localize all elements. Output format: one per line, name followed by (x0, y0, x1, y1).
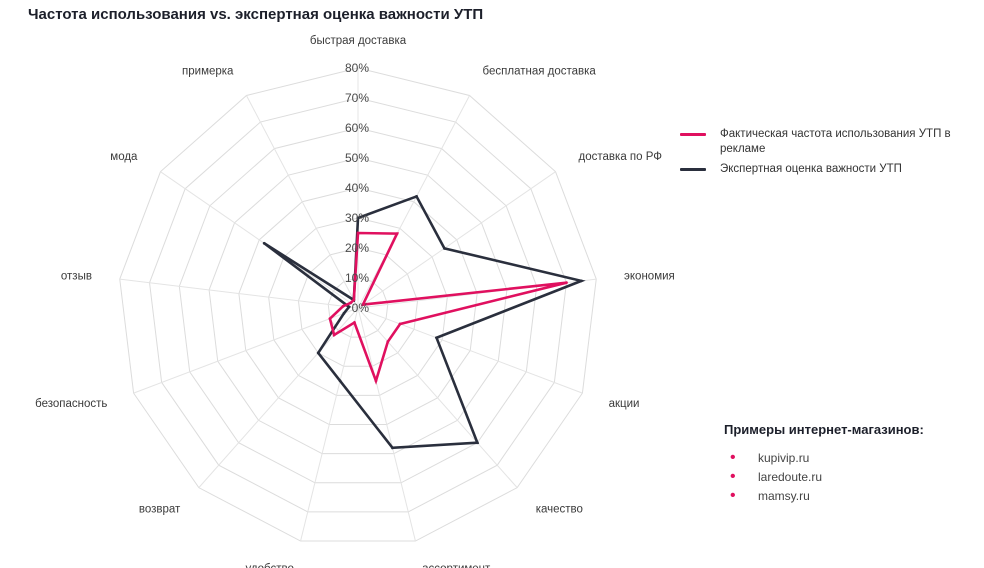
data-point (579, 279, 583, 283)
data-point (356, 231, 360, 235)
legend-item-frequency[interactable]: Фактическая частота использования УТП в … (680, 127, 980, 157)
example-label: mamsy.ru (758, 489, 810, 503)
axis-label: экономия (624, 271, 675, 283)
data-point (391, 446, 394, 450)
data-point (342, 311, 346, 315)
data-point (338, 379, 342, 383)
example-item: • mamsy.ru (724, 487, 924, 504)
axis-spoke (357, 307, 518, 488)
axis-spoke (357, 171, 556, 309)
bullet-icon: • (730, 468, 736, 485)
example-item: • kupivip.ru (724, 449, 924, 466)
axis-label: возврат (139, 504, 181, 516)
axis-spoke (133, 307, 359, 394)
axis-label: качество (536, 504, 583, 516)
grid-ring (238, 187, 478, 426)
tick-label: 50% (345, 151, 369, 165)
chart-title: Частота использования vs. экспертная оце… (28, 6, 484, 23)
tick-label: 60% (345, 121, 369, 135)
data-point (347, 305, 351, 309)
examples-list: • kupivip.ru • laredoute.ru • mamsy.ru (724, 449, 924, 504)
data-point (386, 340, 390, 344)
grid-ring (297, 247, 419, 367)
axis-spoke (357, 307, 416, 542)
example-label: kupivip.ru (758, 451, 810, 465)
legend-item-expert[interactable]: Экспертная оценка важности УТП (680, 162, 980, 177)
data-point (415, 195, 418, 198)
example-item: • laredoute.ru (724, 468, 924, 485)
grid-ring (178, 127, 538, 484)
axis-spoke (198, 307, 359, 488)
axis-spoke (246, 95, 359, 309)
data-point (398, 322, 402, 326)
data-point (352, 298, 356, 302)
tick-label: 80% (345, 61, 369, 75)
axis-label: акции (609, 398, 640, 410)
grid-ring (149, 97, 567, 513)
axis-label: безопасность (35, 398, 107, 410)
legend-swatch-expert (680, 168, 706, 171)
data-point (353, 321, 356, 324)
axis-spoke (357, 95, 470, 309)
axis-label: быстрая доставка (310, 35, 407, 47)
radar-axis-labels: быстрая доставка бесплатная доставка доста… (35, 35, 675, 568)
radar-series (262, 194, 586, 450)
tick-label: 20% (345, 241, 369, 255)
data-point (349, 301, 352, 305)
data-point (374, 379, 378, 383)
axis-label: примерка (182, 66, 234, 78)
radar-tick-labels: 10% 20% 30% 40% 50% 60% 70% 80% 0% (345, 61, 369, 315)
axis-label: бесплатная доставка (483, 66, 597, 78)
data-point (435, 336, 438, 340)
tick-label: 30% (345, 211, 369, 225)
chart-legend: Фактическая частота использования УТП в … (680, 127, 980, 182)
axis-spoke (160, 171, 359, 309)
tick-label: 40% (345, 181, 369, 195)
grid-ring (268, 217, 448, 396)
axis-label: доставка по РФ (579, 151, 663, 163)
axis-spoke (119, 278, 359, 309)
tick-label: 10% (345, 271, 369, 285)
tick-label: 70% (345, 91, 369, 105)
data-point (443, 246, 446, 250)
axis-label: удобство (246, 563, 294, 568)
data-point (328, 317, 332, 321)
series-expert-line (263, 194, 586, 450)
examples-title: Примеры интернет-магазинов: (724, 422, 924, 437)
axis-spoke (300, 307, 359, 542)
legend-label-expert: Экспертная оценка важности УТП (720, 163, 902, 175)
radar-grid (119, 67, 597, 542)
data-point (361, 303, 365, 306)
legend-swatch-frequency (680, 133, 706, 136)
data-point (341, 304, 345, 308)
legend-label-frequency: Фактическая частота использования УТП в … (720, 128, 951, 155)
grid-ring (119, 67, 597, 542)
grid-ring (208, 157, 508, 455)
data-point (395, 232, 399, 236)
axis-label: мода (110, 151, 138, 163)
axis-label: ассортимент (422, 563, 491, 568)
examples-panel: Примеры интернет-магазинов: • kupivip.ru … (724, 422, 924, 508)
axis-spoke (357, 307, 583, 394)
data-point (475, 441, 479, 445)
axis-label: отзыв (61, 271, 92, 283)
data-point (356, 216, 360, 220)
example-label: laredoute.ru (758, 470, 823, 484)
bullet-icon: • (730, 449, 736, 466)
data-point (262, 241, 266, 245)
tick-label: 0% (352, 301, 370, 315)
data-point (316, 351, 320, 355)
bullet-icon: • (730, 487, 736, 504)
data-point (332, 333, 336, 337)
data-point (565, 281, 568, 285)
